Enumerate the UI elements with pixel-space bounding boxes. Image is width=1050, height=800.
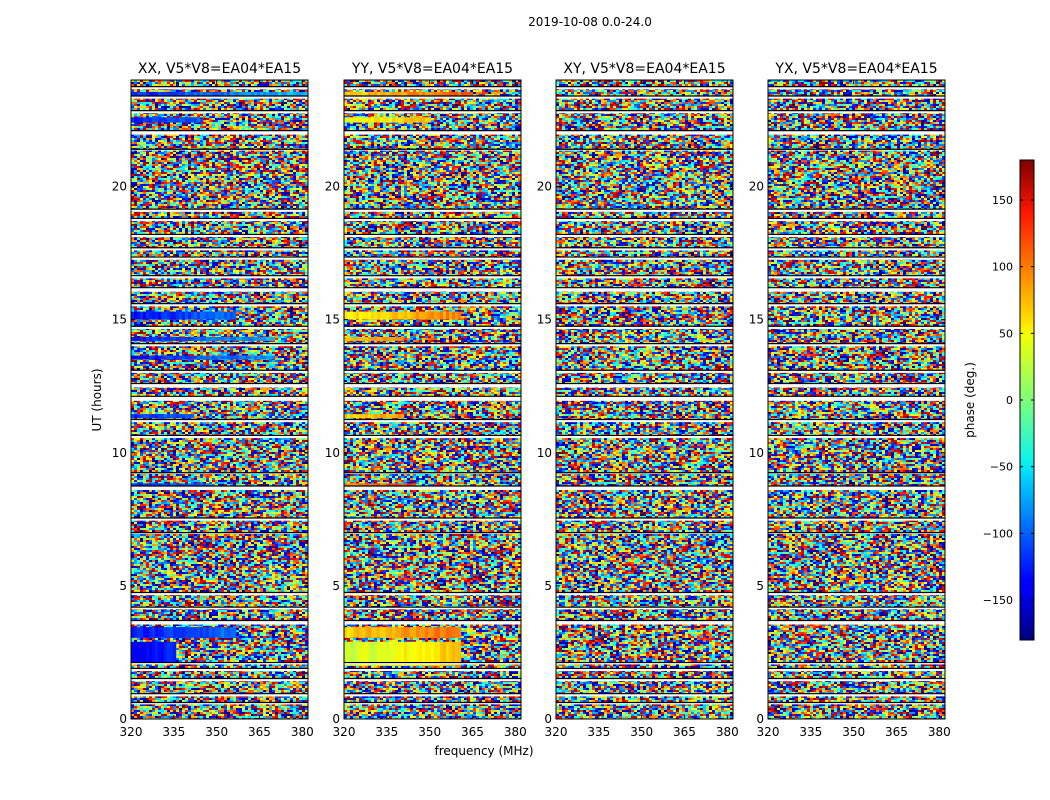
- x-tick-label: 320: [545, 725, 568, 739]
- colorbar-tick-label: 50: [999, 327, 1013, 340]
- y-tick-label: 0: [756, 712, 764, 726]
- y-tick-label: 15: [537, 313, 552, 327]
- phase-heatmap: [131, 80, 308, 720]
- phase-heatmap: [344, 80, 521, 720]
- panel-yy: YY, V5*V8=EA04*EA15 320 335 350 365 380 0 5 10 15…: [325, 61, 527, 739]
- x-tick-label: 335: [799, 725, 822, 739]
- y-tick-label: 5: [756, 579, 764, 593]
- phase-heatmap: [556, 80, 733, 720]
- colorbar-tick-label: −100: [983, 527, 1013, 540]
- panel-title: YX, V5*V8=EA04*EA15: [774, 61, 937, 77]
- y-tick-label: 15: [325, 313, 340, 327]
- colorbar-tick-label: 150: [992, 194, 1013, 207]
- y-tick-label: 0: [544, 712, 552, 726]
- x-tick-label: 335: [162, 725, 185, 739]
- colorbar-tick-label: 100: [992, 261, 1013, 274]
- panel-title: YY, V5*V8=EA04*EA15: [351, 61, 513, 77]
- y-tick-label: 5: [544, 579, 552, 593]
- x-tick-label: 380: [716, 725, 739, 739]
- y-tick-label: 0: [119, 712, 127, 726]
- panel-title: XY, V5*V8=EA04*EA15: [563, 61, 725, 77]
- x-tick-label: 320: [757, 725, 780, 739]
- x-tick-label: 380: [928, 725, 951, 739]
- x-tick-label: 320: [120, 725, 143, 739]
- colorbar-tick-label: −150: [983, 594, 1013, 607]
- figure-suptitle: 2019-10-08 0.0-24.0: [528, 15, 652, 29]
- x-tick-label: 350: [418, 725, 441, 739]
- y-tick-label: 5: [332, 579, 340, 593]
- phase-heatmap: [768, 80, 945, 720]
- x-tick-label: 335: [587, 725, 610, 739]
- colorbar-tick-label: −50: [990, 461, 1013, 474]
- x-tick-label: 350: [842, 725, 865, 739]
- y-tick-label: 10: [749, 446, 764, 460]
- x-tick-label: 365: [461, 725, 484, 739]
- x-tick-label: 350: [630, 725, 653, 739]
- y-tick-label: 20: [537, 180, 552, 194]
- y-tick-label: 10: [112, 446, 127, 460]
- colorbar-label: phase (deg.): [963, 362, 977, 438]
- y-tick-label: 10: [325, 446, 340, 460]
- x-axis-label: frequency (MHz): [434, 744, 533, 758]
- y-tick-label: 0: [332, 712, 340, 726]
- y-axis-label: UT (hours): [90, 368, 104, 431]
- y-tick-label: 20: [749, 180, 764, 194]
- x-tick-label: 365: [248, 725, 271, 739]
- y-tick-label: 5: [119, 579, 127, 593]
- x-tick-label: 320: [333, 725, 356, 739]
- x-tick-label: 380: [291, 725, 314, 739]
- y-tick-label: 15: [749, 313, 764, 327]
- x-tick-label: 380: [504, 725, 527, 739]
- y-tick-label: 10: [537, 446, 552, 460]
- x-tick-label: 335: [375, 725, 398, 739]
- x-tick-label: 365: [885, 725, 908, 739]
- panel-xx: XX, V5*V8=EA04*EA15 320 335 350 365 380 0 5 10 15…: [112, 61, 314, 739]
- colorbar: −150 −100 −50 0 50 100 150 phase (deg.): [963, 160, 1034, 640]
- x-tick-label: 350: [205, 725, 228, 739]
- y-tick-label: 20: [325, 180, 340, 194]
- y-tick-label: 15: [112, 313, 127, 327]
- panel-title: XX, V5*V8=EA04*EA15: [138, 61, 301, 77]
- x-tick-label: 365: [673, 725, 696, 739]
- panel-yx: YX, V5*V8=EA04*EA15 320 335 350 365 380 0 5 10 15…: [749, 61, 951, 739]
- colorbar-tick-label: 0: [1006, 394, 1013, 407]
- panel-xy: XY, V5*V8=EA04*EA15 320 335 350 365 380 0 5 10 15…: [537, 61, 739, 739]
- y-tick-label: 20: [112, 180, 127, 194]
